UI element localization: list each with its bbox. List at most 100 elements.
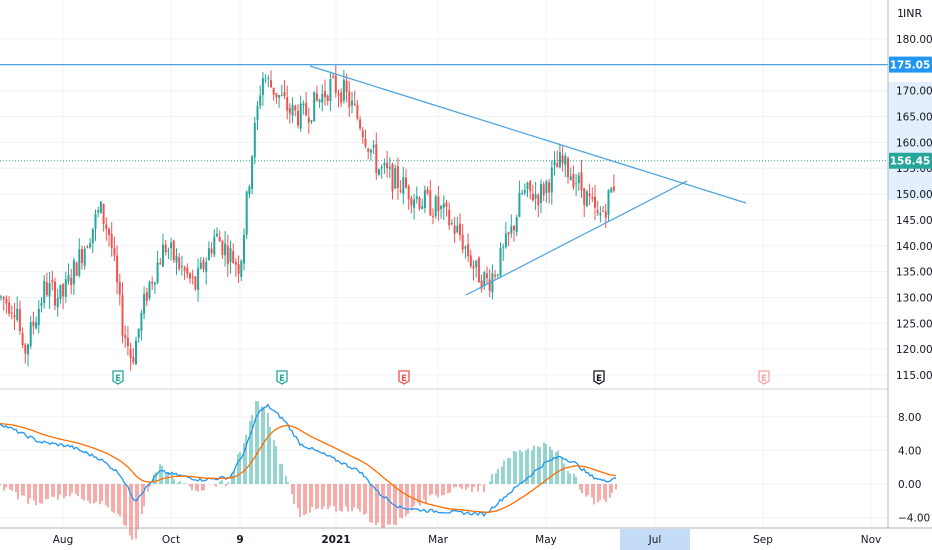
candle-body — [399, 190, 402, 192]
candle-body — [332, 76, 335, 78]
candle-body — [234, 262, 237, 265]
candle-body — [251, 156, 254, 189]
candle-body — [585, 191, 588, 207]
candle-body — [294, 105, 297, 111]
time-tick-label: 2021 — [321, 534, 350, 546]
price-tick-label: 160.00 — [896, 137, 932, 149]
overlay-lines — [0, 63, 888, 296]
candle-body — [318, 99, 321, 102]
candle-body — [537, 194, 540, 206]
candle-body — [561, 155, 564, 164]
candle-body — [99, 202, 102, 213]
candle-body — [278, 95, 281, 98]
earnings-marker[interactable]: E — [758, 370, 770, 385]
candle-body — [326, 95, 329, 102]
candle-body — [102, 204, 105, 224]
candle-body — [507, 232, 510, 235]
candle-body — [272, 87, 275, 95]
candle-body — [2, 296, 5, 300]
candle-body — [386, 162, 389, 169]
candle-body — [45, 282, 48, 296]
candle-body — [288, 108, 291, 114]
candle-body — [43, 280, 46, 304]
earnings-marker-label: E — [279, 374, 285, 384]
candle-body — [302, 103, 305, 106]
candle-body — [564, 155, 567, 166]
price-tick-label: 170.00 — [896, 86, 932, 98]
time-tick-label: Aug — [53, 534, 74, 546]
candle-body — [240, 260, 243, 277]
candle-body — [558, 152, 561, 168]
candle-body — [132, 356, 135, 363]
candle-body — [378, 169, 380, 175]
macd-tick-label: 8.00 — [898, 412, 921, 424]
candle-body — [429, 190, 432, 216]
candle-body — [207, 248, 210, 261]
candle-body — [448, 209, 451, 226]
candle-body — [170, 242, 173, 249]
candle-body — [180, 265, 183, 267]
candle-body — [556, 163, 559, 168]
candle-body — [499, 248, 502, 276]
candle-body — [264, 79, 267, 81]
candle-body — [353, 103, 356, 105]
candle-body — [59, 284, 62, 300]
candle-body — [461, 234, 464, 250]
price-tick-label: 135.00 — [896, 267, 932, 279]
candle-body — [315, 93, 318, 101]
candle-body — [27, 344, 29, 355]
candle-body — [469, 255, 472, 267]
earnings-marker[interactable]: E — [593, 370, 605, 385]
earnings-marker-shape — [398, 370, 410, 385]
candle-body — [423, 190, 426, 208]
earnings-marker[interactable]: E — [276, 370, 288, 385]
candle-body — [367, 148, 370, 152]
candle-body — [502, 247, 505, 249]
time-tick-label: May — [535, 534, 557, 546]
macd-signal-line — [0, 422, 617, 513]
earnings-marker-label: E — [761, 374, 767, 384]
price-tick-label: 130.00 — [896, 292, 932, 304]
candle-body — [602, 210, 605, 212]
candle-body — [135, 340, 137, 365]
candle-body — [467, 244, 470, 257]
candle-body — [356, 104, 359, 119]
candle-body — [513, 226, 515, 231]
candle-body — [199, 262, 202, 269]
price-tick-label: 140.00 — [896, 241, 932, 253]
candle-body — [64, 279, 67, 297]
candle-body — [0, 296, 2, 298]
candle-body — [591, 197, 594, 199]
candle-body — [216, 233, 218, 237]
candle-body — [210, 248, 213, 254]
candle-body — [542, 184, 545, 196]
candle-body — [459, 223, 461, 236]
price-tick-label: 150.00 — [896, 189, 932, 201]
candle-body — [116, 255, 119, 283]
candle-body — [56, 297, 59, 308]
candle-body — [164, 244, 167, 253]
candle-body — [410, 198, 413, 206]
earnings-marker[interactable]: E — [112, 370, 124, 385]
candle-body — [40, 302, 43, 307]
candle-body — [189, 273, 191, 279]
earnings-marker[interactable]: E — [398, 370, 410, 385]
candle-body — [145, 292, 148, 301]
candle-body — [78, 249, 81, 276]
candle-body — [29, 322, 32, 347]
candle-body — [186, 267, 189, 274]
candle-body — [453, 225, 456, 234]
candle-body — [402, 177, 405, 195]
candle-body — [51, 280, 54, 283]
candle-body — [224, 243, 227, 256]
candle-body — [426, 189, 429, 194]
candle-body — [178, 257, 181, 270]
candle-body — [313, 91, 316, 122]
price-tick-label: 180.00 — [896, 34, 932, 46]
earnings-marker-label: E — [401, 374, 407, 384]
candle-body — [310, 120, 313, 122]
